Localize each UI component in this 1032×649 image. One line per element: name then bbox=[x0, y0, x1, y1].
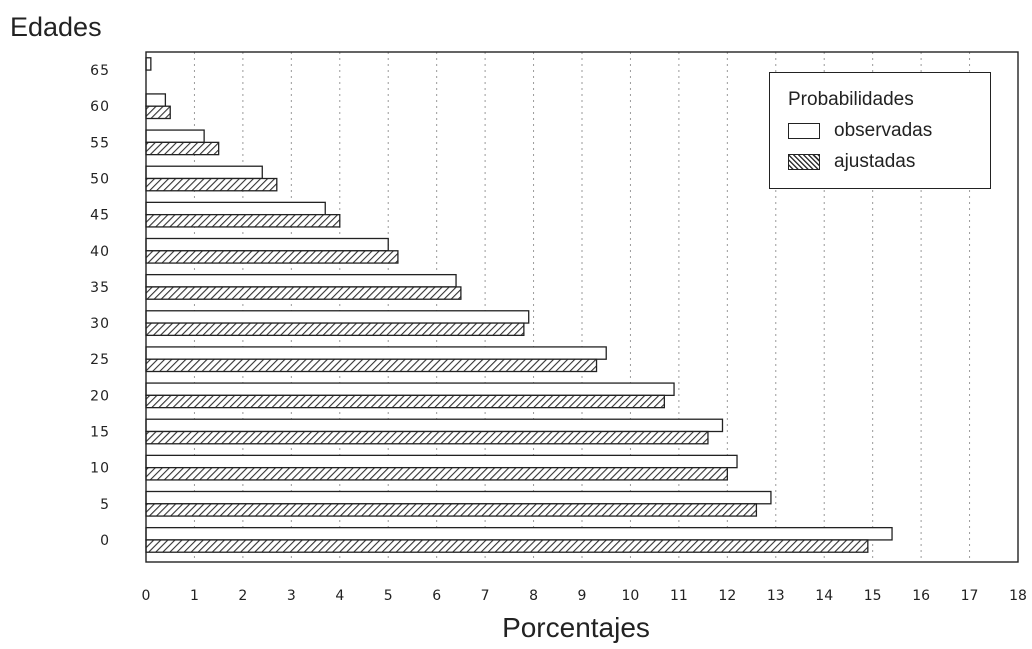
bar-ajustadas-30 bbox=[145, 322, 525, 337]
x-tick-label: 2 bbox=[238, 588, 247, 604]
bar-ajustadas-25 bbox=[145, 358, 598, 373]
x-axis-title: Porcentajes bbox=[0, 612, 1032, 644]
x-tick-label: 11 bbox=[670, 588, 688, 604]
legend-swatch-observadas bbox=[788, 123, 820, 139]
legend-item-ajustadas: ajustadas bbox=[788, 151, 915, 173]
x-tick-label: 16 bbox=[912, 588, 930, 604]
x-tick-label: 15 bbox=[864, 588, 882, 604]
x-tick-label: 18 bbox=[1009, 588, 1027, 604]
y-axis-title: Edades bbox=[10, 12, 102, 42]
x-tick-label: 17 bbox=[961, 588, 979, 604]
x-tick-label: 5 bbox=[384, 588, 393, 604]
bar-ajustadas-15 bbox=[145, 430, 709, 445]
plot-frame bbox=[145, 51, 1019, 563]
x-tick-label: 6 bbox=[432, 588, 441, 604]
x-tick-label: 1 bbox=[190, 588, 199, 604]
bar-observadas-55 bbox=[145, 129, 205, 144]
legend-label-observadas: observadas bbox=[834, 120, 933, 141]
bar-ajustadas-35 bbox=[145, 286, 462, 300]
legend-item-observadas: observadas bbox=[788, 120, 932, 142]
legend-title: Probabilidades bbox=[788, 89, 914, 110]
bar-observadas-50 bbox=[145, 165, 263, 180]
bar-ajustadas-40 bbox=[145, 250, 399, 264]
x-tick-label: 8 bbox=[529, 588, 538, 604]
y-tick-label: 40 bbox=[90, 244, 110, 260]
x-tick-label: 14 bbox=[815, 588, 833, 604]
x-tick-label: 4 bbox=[335, 588, 344, 604]
y-tick-label: 0 bbox=[100, 533, 110, 549]
bar-observadas-10 bbox=[145, 454, 738, 469]
legend-swatch-ajustadas bbox=[788, 154, 820, 170]
bar-observadas-20 bbox=[145, 382, 675, 397]
bar-ajustadas-10 bbox=[145, 466, 728, 481]
bar-ajustadas-55 bbox=[145, 141, 220, 156]
bar-observadas-15 bbox=[145, 418, 724, 433]
y-tick-label: 20 bbox=[90, 388, 110, 404]
bar-observadas-65 bbox=[145, 57, 152, 71]
y-tick-label: 55 bbox=[90, 135, 110, 151]
bar-observadas-25 bbox=[145, 346, 607, 360]
bar-ajustadas-20 bbox=[145, 394, 666, 409]
x-tick-label: 0 bbox=[142, 588, 151, 604]
x-tick-label: 10 bbox=[622, 588, 640, 604]
x-tick-label: 13 bbox=[767, 588, 785, 604]
y-tick-label: 5 bbox=[100, 497, 110, 513]
x-tick-label: 3 bbox=[287, 588, 296, 604]
y-tick-label: 35 bbox=[90, 280, 110, 296]
bar-observadas-60 bbox=[145, 93, 167, 107]
y-tick-label: 60 bbox=[90, 99, 110, 115]
y-tick-label: 25 bbox=[90, 352, 110, 368]
bar-observadas-35 bbox=[145, 273, 457, 288]
bar-observadas-5 bbox=[145, 490, 772, 505]
bar-ajustadas-0 bbox=[145, 539, 869, 553]
x-tick-label: 12 bbox=[718, 588, 736, 604]
x-tick-label: 7 bbox=[481, 588, 490, 604]
x-tick-label: 9 bbox=[578, 588, 587, 604]
bar-observadas-40 bbox=[145, 237, 389, 252]
legend-label-ajustadas: ajustadas bbox=[834, 151, 916, 172]
y-tick-label: 45 bbox=[90, 208, 110, 224]
bar-ajustadas-50 bbox=[145, 177, 278, 192]
y-tick-label: 50 bbox=[90, 172, 110, 188]
y-tick-label: 65 bbox=[90, 63, 110, 79]
bar-observadas-45 bbox=[145, 201, 326, 216]
bar-observadas-30 bbox=[145, 310, 530, 324]
x-axis-title-text: Porcentajes bbox=[502, 612, 650, 643]
bar-ajustadas-45 bbox=[145, 213, 341, 228]
y-tick-label: 30 bbox=[90, 316, 110, 332]
y-tick-label: 15 bbox=[90, 425, 110, 441]
bar-observadas-0 bbox=[145, 526, 893, 541]
y-tick-label: 10 bbox=[90, 461, 110, 477]
bar-ajustadas-5 bbox=[145, 503, 758, 517]
bar-ajustadas-60 bbox=[145, 105, 171, 120]
legend: Probabilidades observadas ajustadas bbox=[769, 72, 991, 189]
